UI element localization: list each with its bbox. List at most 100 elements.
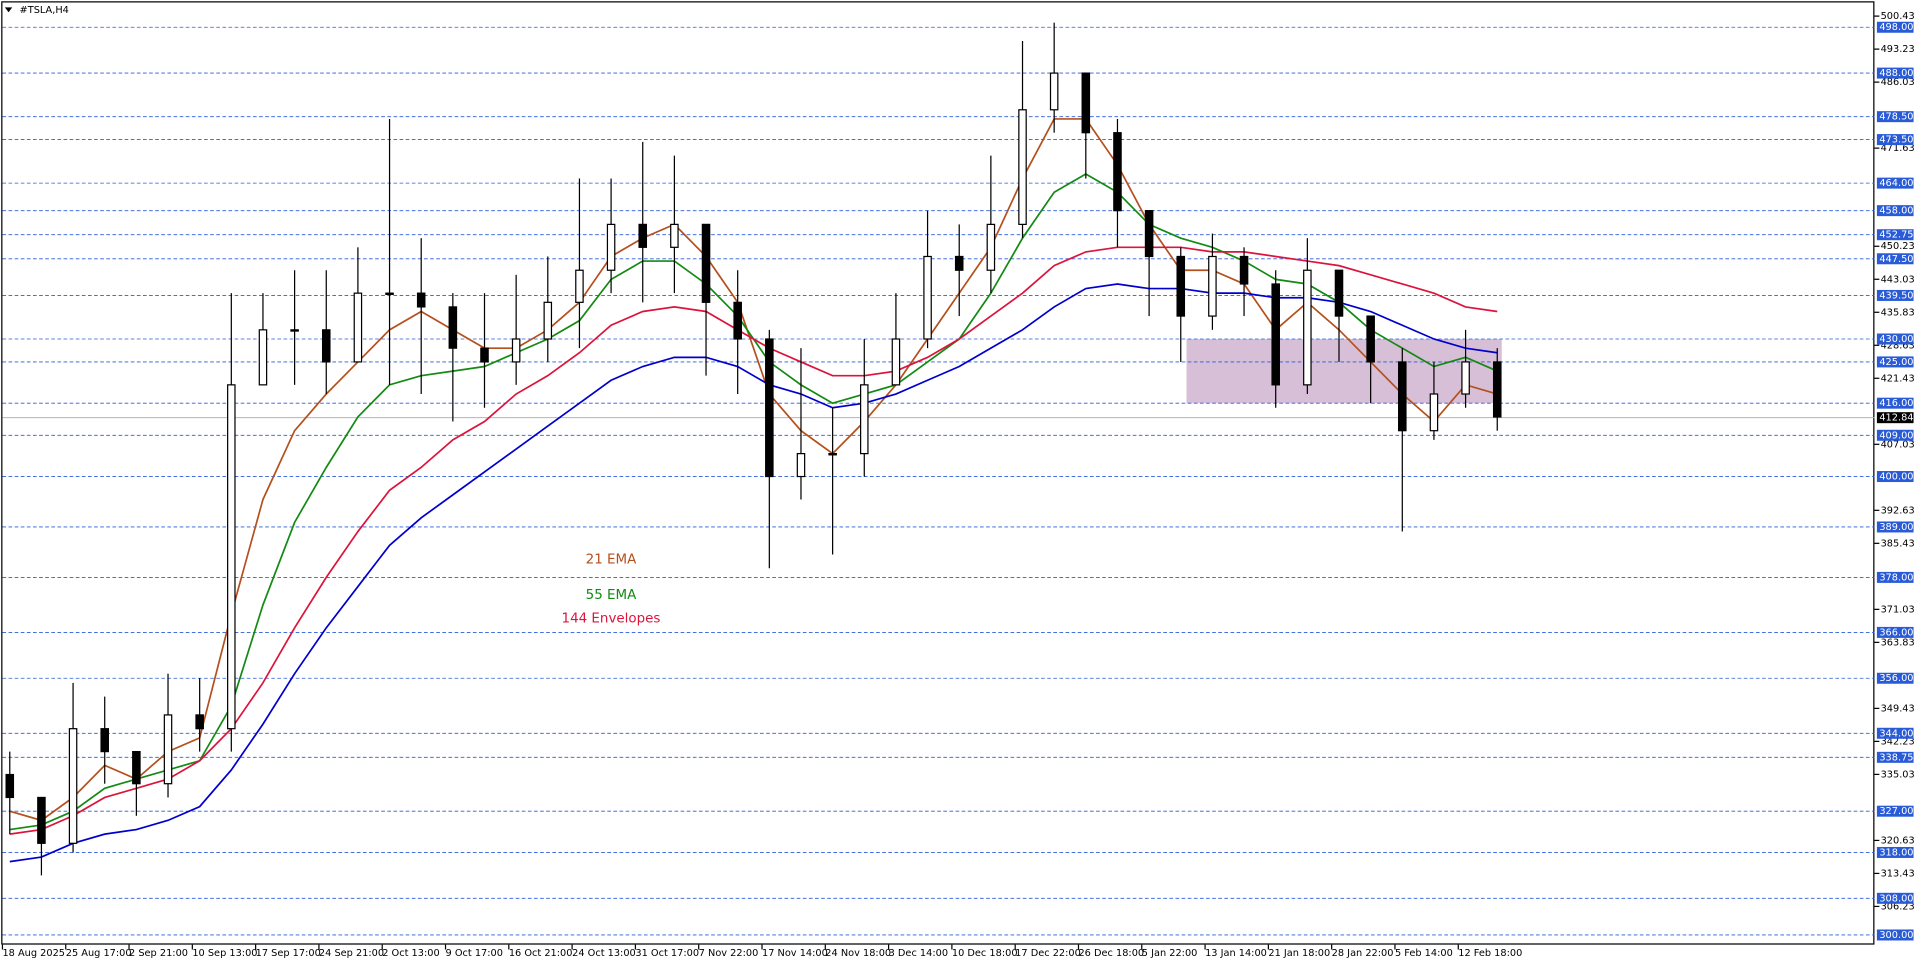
level-label: 416.00	[1879, 398, 1913, 409]
level-label-box	[1876, 134, 1914, 146]
candle-body	[606, 223, 616, 271]
candle-body	[1492, 361, 1502, 418]
level-label-box	[1876, 805, 1914, 817]
level-label-box	[1876, 929, 1914, 941]
level-label: 473.50	[1879, 135, 1913, 146]
candle-body	[163, 714, 173, 785]
candle-body	[923, 255, 932, 340]
level-label: 389.00	[1879, 522, 1913, 533]
candle-body	[480, 347, 489, 363]
level-label: 464.00	[1879, 178, 1913, 189]
candle-body	[765, 338, 774, 478]
x-tick-label: 10 Sep 13:00	[192, 948, 257, 959]
level-label: 378.00	[1879, 572, 1913, 583]
candle-body	[543, 301, 553, 340]
x-tick-label: 31 Oct 17:00	[635, 948, 699, 959]
x-tick-label: 16 Oct 21:00	[509, 948, 573, 959]
candle-body	[1081, 72, 1091, 134]
level-label: 452.75	[1879, 230, 1913, 241]
legend-entry: 144 Envelopes	[562, 611, 661, 626]
y-tick-label: 486.03	[1881, 77, 1915, 88]
x-tick-label: 12 Feb 18:00	[1458, 948, 1522, 959]
y-tick-label: 385.43	[1881, 538, 1915, 549]
candle-body	[321, 329, 331, 363]
level-label: 318.00	[1879, 847, 1913, 858]
indicator-line	[9, 118, 1498, 822]
title-icon	[4, 7, 13, 13]
candle-body	[5, 773, 15, 799]
level-label: 478.50	[1879, 112, 1913, 123]
level-label: 366.00	[1879, 627, 1913, 638]
level-label-box	[1876, 21, 1914, 33]
candle-body	[1239, 255, 1249, 285]
x-tick-label: 5 Feb 14:00	[1395, 948, 1453, 959]
candle-body	[1208, 255, 1217, 317]
candle-body	[1366, 315, 1375, 363]
level-label: 488.00	[1879, 68, 1913, 79]
level-label-box	[1876, 521, 1914, 533]
x-tick-label: 7 Nov 22:00	[699, 948, 759, 959]
level-label: 439.50	[1879, 290, 1913, 301]
level-label: 400.00	[1879, 472, 1913, 483]
x-tick-label: 25 Aug 17:00	[66, 948, 132, 959]
y-tick-label: 443.03	[1881, 274, 1915, 285]
candle-body	[575, 269, 584, 303]
candle-body	[1271, 283, 1280, 386]
x-tick-label: 5 Jan 22:00	[1142, 948, 1198, 959]
level-label-box	[1876, 333, 1914, 345]
y-tick-label: 371.03	[1881, 604, 1915, 615]
candle-body	[100, 728, 109, 753]
x-tick-label: 10 Dec 18:00	[952, 948, 1018, 959]
level-label-box	[1876, 672, 1914, 684]
y-tick-label: 500.43	[1881, 11, 1915, 22]
candle-body	[353, 292, 363, 363]
level-label-box	[1876, 289, 1914, 301]
candle-body	[1144, 210, 1154, 258]
candle-body	[1049, 72, 1059, 111]
y-tick-label: 392.63	[1881, 505, 1915, 516]
level-label: 308.00	[1879, 893, 1913, 904]
candle-body	[1429, 393, 1439, 432]
y-tick-label: 306.23	[1881, 901, 1915, 912]
level-label-box	[1876, 205, 1914, 217]
y-tick-label: 471.63	[1881, 143, 1915, 154]
level-label-box	[1876, 429, 1914, 441]
x-tick-label: 28 Jan 22:00	[1332, 948, 1394, 959]
candle-body	[1334, 269, 1344, 317]
candle-body	[1018, 109, 1027, 225]
x-tick-label: 21 Jan 18:00	[1268, 948, 1330, 959]
candle-body	[258, 329, 268, 386]
level-label: 344.00	[1879, 728, 1913, 739]
candle-body	[1113, 132, 1122, 212]
candle-body	[860, 384, 869, 455]
candle-body	[638, 223, 648, 248]
x-tick-label: 17 Sep 17:00	[256, 948, 321, 959]
x-tick-label: 9 Oct 17:00	[446, 948, 503, 959]
candle-body	[1398, 361, 1407, 432]
y-tick-label: 313.43	[1881, 868, 1915, 879]
candle-body	[385, 292, 394, 295]
candle-body	[68, 728, 78, 844]
y-tick-label: 407.03	[1881, 439, 1915, 450]
candle-body	[670, 223, 679, 248]
level-label-box	[1876, 111, 1914, 123]
chart-title: #TSLA,H4	[20, 5, 69, 16]
envelope-lower-line	[9, 283, 1498, 863]
level-label: 327.00	[1879, 806, 1913, 817]
candle-body	[828, 453, 837, 456]
level-label-box	[1876, 846, 1914, 858]
candle-body	[416, 292, 426, 308]
level-label: 430.00	[1879, 334, 1913, 345]
candle-body	[1176, 255, 1186, 317]
candle-body	[986, 223, 996, 271]
candle-body	[733, 301, 742, 340]
candle-body	[37, 796, 46, 844]
level-label: 447.50	[1879, 254, 1913, 265]
y-tick-label: 349.43	[1881, 703, 1915, 714]
candle-body	[1303, 269, 1312, 386]
legend-entry: 55 EMA	[586, 588, 637, 603]
y-tick-label: 428.63	[1881, 340, 1915, 351]
level-label-box	[1876, 229, 1914, 241]
level-label-box	[1876, 626, 1914, 638]
level-label: 338.75	[1879, 752, 1913, 763]
